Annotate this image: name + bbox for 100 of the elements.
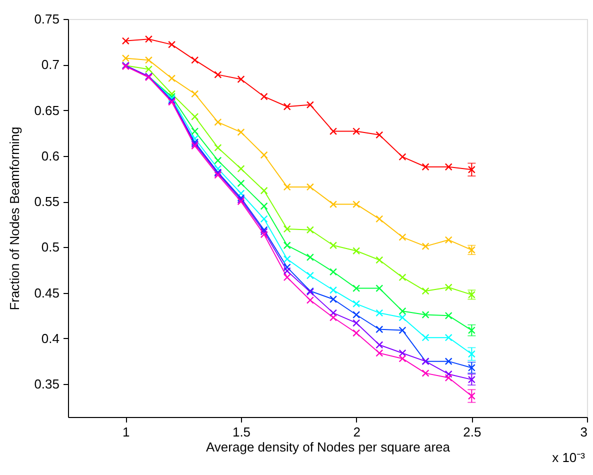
point bbox=[330, 268, 338, 276]
point bbox=[168, 74, 176, 82]
point bbox=[376, 256, 384, 264]
point bbox=[444, 374, 452, 382]
point bbox=[306, 101, 314, 109]
point bbox=[237, 128, 245, 136]
point bbox=[330, 295, 338, 304]
point bbox=[376, 341, 384, 349]
point bbox=[283, 274, 291, 282]
y-axis-title: Fraction of Nodes Beamforming bbox=[7, 126, 22, 310]
point bbox=[376, 131, 384, 139]
point bbox=[422, 369, 430, 377]
point bbox=[398, 233, 406, 241]
point bbox=[330, 242, 338, 250]
point bbox=[144, 35, 152, 43]
point bbox=[444, 284, 452, 292]
point bbox=[468, 350, 476, 358]
point bbox=[144, 65, 152, 73]
point bbox=[122, 37, 130, 45]
point bbox=[214, 156, 222, 164]
point bbox=[468, 376, 476, 384]
point bbox=[214, 118, 222, 126]
point bbox=[237, 190, 245, 198]
x-tick-label: 2 bbox=[353, 424, 360, 440]
point bbox=[283, 255, 291, 263]
point bbox=[376, 215, 384, 223]
point bbox=[237, 164, 245, 172]
point bbox=[330, 309, 338, 317]
point bbox=[444, 370, 452, 378]
point bbox=[398, 326, 406, 334]
point bbox=[260, 230, 268, 238]
point bbox=[376, 326, 384, 334]
point bbox=[376, 309, 384, 317]
point bbox=[191, 90, 199, 98]
y-tick-label: 0.7 bbox=[41, 57, 60, 72]
y-tick-label: 0.55 bbox=[34, 194, 60, 210]
point bbox=[468, 392, 476, 400]
point bbox=[468, 364, 476, 372]
point bbox=[422, 311, 430, 319]
point bbox=[352, 319, 360, 327]
y-tick-label: 0.75 bbox=[34, 12, 60, 26]
point bbox=[352, 128, 360, 136]
point bbox=[214, 70, 222, 78]
point bbox=[306, 272, 314, 280]
y-tick-label: 0.4 bbox=[41, 330, 60, 346]
x-tick-label: 3 bbox=[580, 424, 588, 440]
point bbox=[398, 153, 406, 161]
point bbox=[283, 183, 291, 191]
point bbox=[444, 236, 452, 244]
point bbox=[444, 163, 452, 171]
text: x 10⁻³ bbox=[552, 450, 586, 465]
point bbox=[191, 134, 199, 142]
y-tick-label: 0.5 bbox=[41, 240, 60, 255]
x-tick-label: 1.5 bbox=[232, 424, 251, 440]
point bbox=[444, 334, 452, 342]
point bbox=[260, 186, 268, 194]
point bbox=[330, 286, 338, 294]
point bbox=[306, 226, 314, 234]
point bbox=[191, 56, 199, 64]
point bbox=[468, 326, 476, 334]
y-tick-label: 0.6 bbox=[41, 148, 60, 164]
point bbox=[306, 253, 314, 262]
point bbox=[422, 287, 430, 295]
point bbox=[122, 54, 130, 62]
point bbox=[191, 128, 199, 136]
y-tick-label: 0.35 bbox=[34, 376, 60, 392]
point bbox=[306, 183, 314, 191]
point bbox=[306, 296, 314, 304]
point bbox=[352, 247, 360, 255]
point bbox=[422, 334, 430, 342]
x-tick-label: 1 bbox=[122, 424, 130, 440]
point bbox=[237, 180, 245, 188]
point bbox=[214, 164, 222, 172]
point bbox=[260, 202, 268, 210]
point bbox=[283, 102, 291, 110]
point bbox=[260, 215, 268, 223]
point bbox=[352, 300, 360, 308]
x-axis-title: Average density of Nodes per square area bbox=[206, 440, 451, 454]
point bbox=[398, 349, 406, 357]
point bbox=[191, 112, 199, 120]
point bbox=[260, 92, 268, 100]
point bbox=[144, 56, 152, 64]
point bbox=[352, 200, 360, 208]
point bbox=[422, 163, 430, 171]
point bbox=[468, 166, 476, 174]
point bbox=[283, 242, 291, 250]
point bbox=[352, 284, 360, 292]
point bbox=[398, 354, 406, 362]
point bbox=[352, 329, 360, 337]
point bbox=[398, 314, 406, 322]
y-tick-label: 0.45 bbox=[34, 285, 60, 300]
point bbox=[398, 274, 406, 282]
point bbox=[168, 40, 176, 48]
point bbox=[283, 264, 291, 272]
point bbox=[283, 225, 291, 233]
point bbox=[237, 75, 245, 84]
point bbox=[260, 151, 268, 159]
point bbox=[352, 311, 360, 319]
point bbox=[283, 267, 291, 275]
point bbox=[376, 284, 384, 292]
